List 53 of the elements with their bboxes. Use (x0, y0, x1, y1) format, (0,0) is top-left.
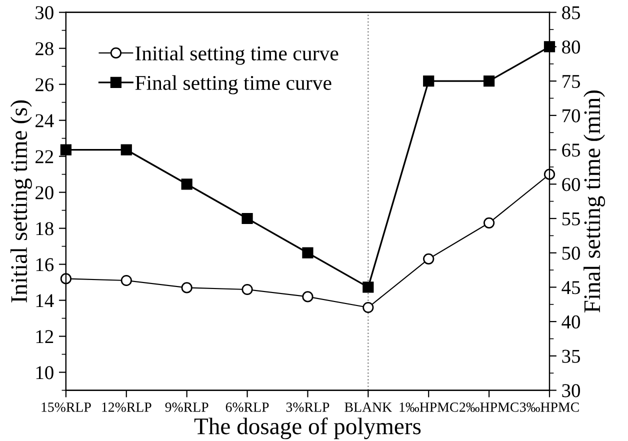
y-tick-label: 18 (36, 222, 54, 236)
point (302, 291, 314, 302)
point (60, 144, 72, 156)
x-tick-label: 3‰HPMC (520, 402, 579, 412)
y2-tick-label: 70 (562, 109, 580, 122)
x-tick-label: 6%RLP (226, 402, 269, 412)
x-tick-label: 12%RLP (102, 402, 152, 412)
point (302, 247, 314, 258)
y2-tick-label: 80 (562, 40, 580, 54)
y2-tick-label: 85 (562, 6, 580, 20)
point (120, 144, 132, 156)
y-tick-label: 26 (36, 78, 54, 92)
point (181, 178, 192, 190)
y2-tick-label: 45 (562, 281, 580, 294)
point (120, 274, 132, 286)
point (484, 76, 495, 87)
point (362, 282, 374, 293)
y2-tick-label: 35 (562, 350, 580, 363)
point (242, 284, 253, 296)
y2-tick-label: 30 (562, 384, 580, 398)
y2-tick-label: 40 (562, 315, 580, 329)
x-tick-label: 15%RLP (42, 402, 91, 412)
x-tick-label: 1‰HPMC (400, 402, 458, 412)
point (423, 76, 434, 87)
legend-label: Final setting time curve (135, 75, 332, 94)
x-axis-title: The dosage of polymers (194, 417, 421, 440)
point (60, 273, 72, 284)
y-tick-label: 12 (36, 330, 54, 344)
y2-tick-label: 55 (562, 212, 580, 226)
y-tick-label: 24 (36, 114, 54, 128)
y-tick-label: 22 (36, 150, 54, 164)
y-tick-label: 10 (36, 366, 54, 380)
point (484, 217, 495, 228)
y-tick-label: 16 (36, 258, 54, 272)
y-tick-label: 30 (36, 6, 54, 20)
x-tick-label: 2‰HPMC (460, 402, 518, 412)
y-tick-label: 28 (36, 42, 54, 56)
point (362, 302, 374, 314)
x-tick-label: BLANK (344, 402, 392, 412)
x-tick-label: 9%RLP (165, 402, 208, 412)
y2-tick-label: 65 (562, 144, 580, 157)
x-tick-label: 3%RLP (286, 402, 330, 412)
legend-label: Initial setting time curve (135, 46, 338, 65)
point (242, 212, 253, 224)
y2-tick-label: 60 (562, 178, 580, 192)
y-axis-title: Initial setting time (s) (10, 100, 32, 302)
point (423, 253, 434, 264)
y2-tick-label: 50 (562, 246, 580, 260)
y-tick-label: 14 (36, 294, 54, 308)
y2-axis-title: Final setting time (min) (584, 90, 606, 312)
point (181, 282, 192, 294)
y2-tick-label: 75 (562, 75, 580, 88)
y-tick-label: 20 (36, 186, 54, 200)
